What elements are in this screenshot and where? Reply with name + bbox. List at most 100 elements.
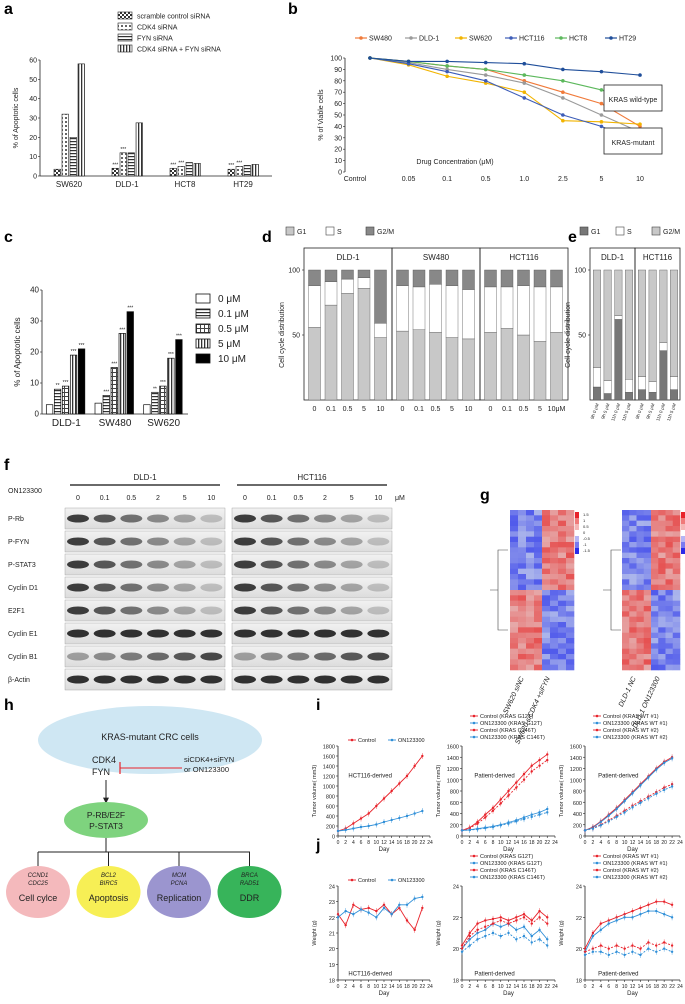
protein-label: P-FYN [8, 539, 29, 546]
heatmap-cell [542, 536, 551, 543]
series-line [461, 910, 548, 946]
heatmap-cell [672, 531, 681, 537]
bar [102, 395, 110, 415]
heatmap-cell [534, 547, 543, 553]
y-tick-label: 100 [574, 268, 586, 275]
x-tick-label: 8 [367, 840, 370, 846]
data-point [398, 782, 401, 785]
data-point [522, 61, 527, 66]
data-point [655, 944, 658, 947]
scale-tick-label: -1 [583, 542, 587, 547]
data-point [484, 928, 487, 932]
heatmap-cell [643, 584, 652, 591]
heatmap-cell [672, 643, 681, 649]
heatmap-cell [542, 643, 551, 649]
x-tick-label: 10 [377, 406, 385, 413]
legend-label: Control (KRAS C146T) [480, 868, 536, 874]
blot-band [173, 514, 196, 523]
heatmap-cell [636, 606, 645, 612]
heatmap-cell [672, 590, 681, 596]
heatmap-cell [622, 638, 630, 644]
y-axis-label: Tumor volume( mm3) [559, 765, 565, 818]
scale-swatch [681, 524, 685, 530]
heatmap-cell [534, 590, 543, 596]
bar-g2m [308, 269, 321, 286]
heatmap-cell [510, 648, 519, 655]
x-tick-label: 14 [389, 984, 395, 990]
y-tick-label: 30 [30, 317, 39, 326]
x-axis-label: Day [379, 991, 390, 997]
legend-swatch [117, 33, 133, 42]
data-point [647, 941, 650, 944]
blot-band [367, 560, 390, 569]
data-point [561, 67, 565, 72]
significance-label: *** [119, 327, 125, 333]
heatmap-cell [518, 547, 527, 553]
heatmap-cell [658, 531, 666, 537]
blot-band [147, 629, 169, 638]
heatmap-cell [665, 622, 674, 628]
heatmap-cell [558, 531, 567, 537]
x-tick-label: 20 [412, 984, 418, 990]
x-tick-label: 10 [374, 984, 380, 990]
blot-band [147, 652, 169, 661]
legend-marker [472, 735, 476, 739]
bar-g1 [533, 341, 547, 401]
significance-label: ** [56, 383, 60, 389]
heatmap-cell [526, 611, 535, 617]
data-point [476, 822, 479, 825]
heatmap-cell [526, 510, 535, 516]
heatmap-cell [629, 611, 637, 617]
data-point [352, 913, 355, 916]
legend-marker [472, 721, 476, 725]
heatmap-cell [534, 531, 543, 537]
legend-marker [350, 878, 354, 882]
legend-label: Control (KRAS WT #1) [603, 854, 659, 860]
x-tick-label: 5 [599, 176, 603, 183]
data-point [599, 101, 604, 106]
heatmap-cell [518, 574, 527, 580]
y-tick-label: 200 [573, 823, 582, 829]
series-line [584, 756, 673, 831]
panel-label-f: f [4, 457, 10, 474]
bar-s [357, 277, 371, 289]
x-tick-label: 18 [653, 840, 659, 846]
data-point [639, 784, 642, 787]
y-tick-label: 0 [33, 174, 37, 181]
data-point [662, 913, 666, 916]
heatmap-cell [622, 659, 630, 665]
heatmap-cell [518, 611, 527, 617]
bar-g2m [484, 269, 497, 288]
heatmap-cell [643, 622, 652, 628]
x-tick-label: 0 [584, 840, 587, 846]
heatmap-cell [651, 590, 659, 596]
heatmap-cell [534, 552, 543, 559]
y-tick-label: 50 [29, 77, 37, 84]
heatmap-cell [518, 595, 527, 601]
x-tick-label: 0 [461, 984, 464, 990]
data-point [599, 922, 603, 925]
bar-g2m [412, 269, 426, 288]
bar [167, 357, 175, 415]
heatmap-cell [643, 664, 652, 671]
x-tick-label: 4 [352, 984, 355, 990]
data-point [615, 807, 618, 811]
data-point [623, 947, 626, 950]
x-tick-label: 0.1 [326, 406, 336, 413]
annotation-box-mutant [603, 127, 663, 155]
bar-s [593, 367, 601, 388]
heatmap-cell [542, 584, 551, 591]
x-tick-label: DLD-1 [52, 418, 81, 429]
x-tick-label: 11h 0 μM [655, 402, 666, 421]
x-tick-label: 18 [404, 984, 410, 990]
data-point [583, 953, 587, 957]
heatmap-cell [542, 600, 551, 607]
data-point [445, 69, 449, 74]
y-tick-label: 1600 [323, 755, 335, 761]
heatmap-cell [518, 648, 527, 655]
blot-strip [64, 553, 226, 576]
heatmap-cell [542, 638, 551, 644]
bar [69, 354, 78, 415]
x-tick-label: 11h 5 μM [666, 402, 677, 421]
